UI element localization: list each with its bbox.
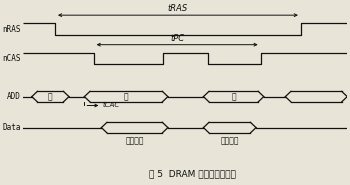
Text: 图 5  DRAM 主要读写互时序: 图 5 DRAM 主要读写互时序 bbox=[149, 169, 236, 178]
Text: tCAC: tCAC bbox=[103, 102, 120, 108]
Text: nRAS: nRAS bbox=[2, 25, 21, 33]
Text: tPC: tPC bbox=[170, 34, 184, 43]
Text: 行: 行 bbox=[48, 92, 53, 101]
Text: 数据输出: 数据输出 bbox=[220, 136, 239, 145]
Text: 列: 列 bbox=[124, 92, 128, 101]
Text: Data: Data bbox=[2, 123, 21, 132]
Text: nCAS: nCAS bbox=[2, 54, 21, 63]
Text: 列: 列 bbox=[231, 92, 236, 101]
Text: 数据输出: 数据输出 bbox=[125, 136, 144, 145]
Text: tRAS: tRAS bbox=[168, 4, 188, 13]
Text: ADD: ADD bbox=[7, 92, 21, 101]
